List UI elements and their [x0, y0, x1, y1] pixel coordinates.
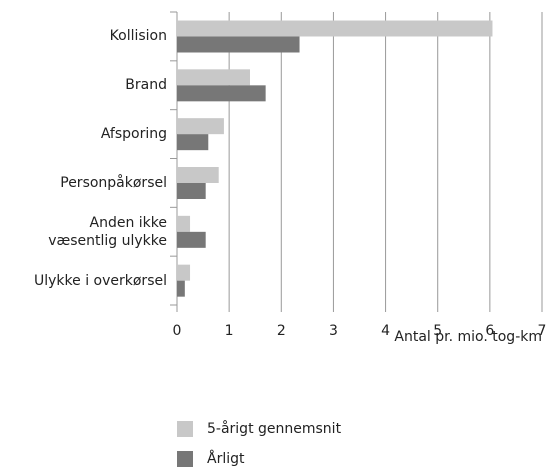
y-tick-label: Brand [125, 77, 167, 94]
x-tick-label: 7 [538, 323, 547, 339]
legend-label: 5-årigt gennemsnit [207, 420, 342, 437]
x-tick-label: 6 [485, 323, 494, 339]
x-tick-label: 5 [433, 323, 442, 339]
y-tick-label: Personpåkørsel [60, 174, 167, 191]
x-tick-label: 3 [329, 323, 338, 339]
bar [177, 183, 206, 199]
bar [177, 85, 266, 102]
y-tick-label: Ulykke i overkørsel [34, 272, 167, 289]
bar [177, 264, 191, 281]
bar [177, 167, 219, 183]
x-tick-label: 4 [381, 323, 390, 339]
legend-label: Årligt [207, 450, 245, 467]
bar [177, 215, 191, 232]
bar [177, 134, 209, 151]
legend-swatch [177, 451, 193, 467]
legend-swatch [177, 421, 193, 437]
x-tick-label: 1 [225, 323, 234, 339]
bar [177, 231, 206, 248]
y-tick-label: Kollision [109, 28, 167, 45]
y-tick-label: Afsporing [100, 126, 167, 143]
bar [177, 20, 493, 37]
bar [177, 118, 224, 135]
bar [177, 69, 250, 86]
bar [177, 36, 300, 53]
x-axis-label: Antal pr. mio. tog-km [394, 329, 542, 345]
bar [177, 280, 185, 297]
x-tick-label: 0 [173, 323, 182, 339]
x-tick-label: 2 [277, 323, 286, 339]
y-tick-label: Anden ikke væsentlig ulykke [48, 214, 167, 249]
